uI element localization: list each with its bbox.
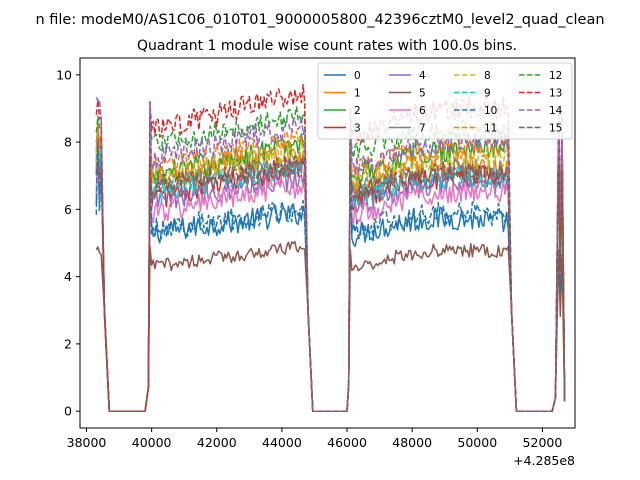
y-tick-label: 4: [64, 269, 72, 284]
x-tick-label: 46000: [327, 435, 367, 450]
y-tick-label: 10: [56, 67, 72, 82]
legend-label: 7: [419, 123, 426, 135]
y-axis: 0 2 4 6 8 10: [56, 67, 80, 419]
legend-label: 15: [549, 123, 562, 135]
x-offset-label: +4.285e8: [513, 453, 575, 468]
legend-label: 6: [419, 105, 426, 117]
plot-frame: [79, 57, 576, 429]
legend-label: 0: [354, 70, 361, 82]
y-tick-label: 0: [64, 404, 72, 419]
legend-label: 10: [484, 105, 497, 117]
legend-box: [317, 62, 573, 140]
legend-label: 3: [354, 123, 361, 135]
x-tick-label: 40000: [132, 435, 172, 450]
legend-label: 5: [419, 88, 426, 100]
legend-label: 1: [354, 88, 361, 100]
legend-label: 8: [484, 70, 491, 82]
legend-label: 12: [549, 70, 562, 82]
x-tick-label: 38000: [67, 435, 107, 450]
legend-label: 2: [354, 105, 361, 117]
y-tick-label: 6: [64, 202, 72, 217]
legend-label: 14: [549, 105, 563, 117]
series-line-15: [95, 154, 566, 412]
legend-label: 4: [419, 70, 426, 82]
y-tick-label: 8: [64, 135, 72, 150]
series-layer: [95, 83, 566, 412]
x-tick-label: 48000: [392, 435, 432, 450]
y-tick-label: 2: [64, 336, 72, 351]
chart-title: Quadrant 1 module wise count rates with …: [137, 38, 517, 54]
x-tick-label: 52000: [523, 435, 563, 450]
x-tick-label: 44000: [262, 435, 302, 450]
legend-label: 13: [549, 88, 562, 100]
x-tick-label: 42000: [197, 435, 237, 450]
figure-suptitle: n file: modeM0/AS1C06_010T01_9000005800_…: [35, 12, 604, 28]
legend-label: 11: [484, 123, 497, 135]
legend-label: 9: [484, 88, 491, 100]
x-axis: 38000 40000 42000 44000 46000 48000 50000 52000: [67, 428, 563, 450]
x-tick-label: 50000: [457, 435, 497, 450]
